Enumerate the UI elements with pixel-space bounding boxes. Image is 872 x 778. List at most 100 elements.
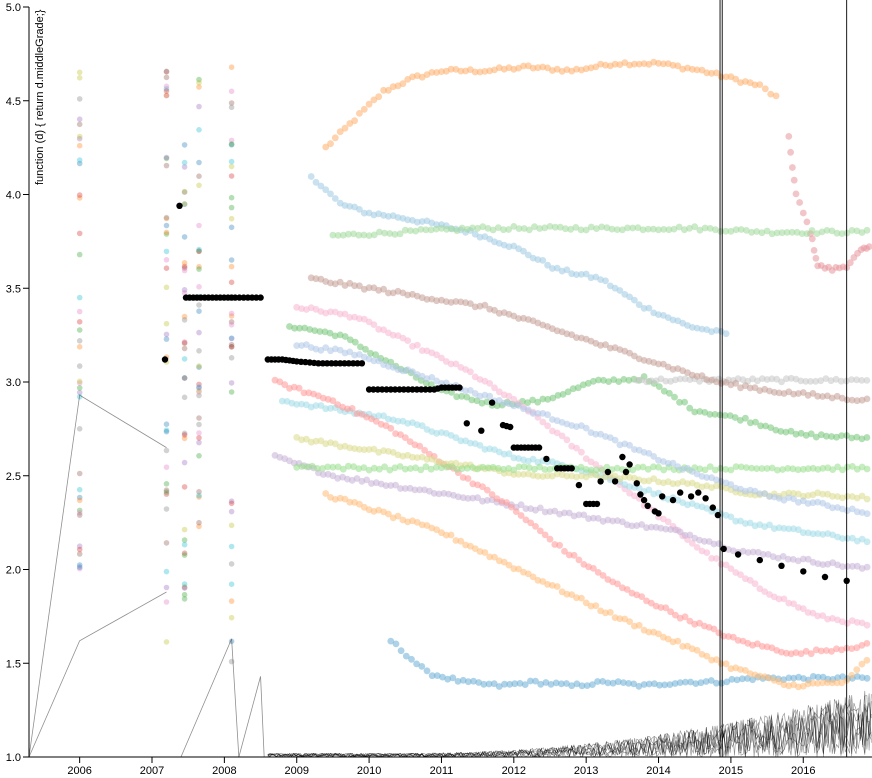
series-point-red-decline — [281, 381, 289, 389]
series-point-blue-low — [392, 640, 400, 648]
series-point-blue-mid — [529, 410, 537, 417]
series-point-blue-low — [449, 674, 457, 682]
series-point-green-flat — [339, 231, 347, 239]
series-point-blue-low — [444, 675, 452, 683]
series-point-purple — [749, 548, 757, 556]
series-point-green-flat-low — [376, 465, 383, 473]
series-point-purple — [849, 562, 856, 570]
series-point-green-flat — [484, 225, 492, 232]
series-point-green-flat-low — [350, 463, 357, 471]
highlighted-point — [575, 481, 583, 489]
series-point-brown — [365, 284, 373, 292]
series-point-green-flat-low — [355, 465, 363, 473]
series-point-green-flat — [350, 230, 357, 238]
series-point-green-flat-low — [577, 463, 585, 471]
series-point-green-flat — [469, 224, 476, 232]
early-cluster-point — [196, 363, 202, 369]
series-point-red-decline — [686, 617, 694, 625]
series-point-blue-low — [387, 637, 395, 645]
early-cluster-point — [181, 340, 188, 347]
series-point-teal — [312, 402, 320, 409]
series-point-orange-low — [848, 671, 856, 679]
series-point-pink-decline — [799, 605, 807, 613]
series-point-red-decline — [421, 446, 428, 454]
early-cluster-point — [228, 319, 235, 325]
series-point-orange — [447, 65, 455, 73]
early-cluster-point — [196, 439, 202, 446]
series-point-blue-low — [480, 680, 488, 688]
series-point-green-flat — [608, 225, 616, 233]
series-point-green-flat-low — [314, 465, 321, 472]
early-cluster-point — [163, 86, 170, 92]
series-point-green-flat — [515, 225, 523, 233]
y-tick-label: 2.5 — [6, 471, 21, 483]
early-cluster-point — [196, 222, 202, 229]
highlighted-point — [756, 556, 763, 564]
frequency-trace-line — [267, 693, 872, 758]
series-point-teal — [529, 455, 537, 463]
series-point-pink-decline — [843, 619, 851, 627]
y-tick-label: 4.0 — [6, 190, 21, 202]
highlighted-point — [391, 386, 399, 393]
series-point-red-decline — [295, 384, 303, 392]
series-point-blue-mid — [611, 436, 619, 444]
early-cluster-point — [228, 658, 235, 665]
early-cluster-point — [163, 222, 170, 229]
highlighted-point — [593, 500, 601, 508]
series-point-brown — [336, 278, 344, 286]
series-point-blue-low — [470, 677, 477, 685]
series-point-blue-low — [609, 679, 617, 687]
series-point-olive — [640, 477, 648, 485]
series-point-green-flat-low — [417, 466, 425, 474]
series-point-blue-low — [676, 679, 684, 686]
series-point-green-mid — [742, 414, 749, 422]
series-point-green-mid — [681, 398, 688, 406]
early-cluster-point — [163, 506, 170, 512]
series-point-pink-decline — [491, 384, 498, 392]
series-point-blue-low — [738, 675, 746, 683]
series-point-brown — [698, 372, 706, 380]
highlighted-point — [633, 480, 640, 487]
series-point-blue-mid — [848, 505, 856, 513]
highlighted-point — [176, 202, 183, 209]
early-cluster-point — [228, 257, 235, 263]
series-point-green-mid — [747, 419, 754, 427]
series-point-green-flat — [360, 231, 368, 239]
series-point-green-mid — [655, 383, 663, 390]
series-point-purple — [522, 505, 530, 512]
series-point-pink-decline — [510, 395, 518, 403]
series-point-brown — [853, 397, 861, 405]
series-point-orange-low — [713, 656, 720, 663]
series-point-blue-low — [651, 680, 658, 688]
series-point-orange-low — [394, 512, 402, 520]
highlighted-point — [597, 478, 604, 485]
series-point-red-decline — [276, 378, 284, 386]
series-point-green-mid — [620, 376, 628, 383]
early-cluster-point — [163, 491, 170, 497]
early-cluster-point — [196, 421, 202, 428]
early-cluster-point — [163, 481, 170, 487]
series-point-pink-decline — [780, 595, 788, 603]
series-point-green-mid — [752, 418, 759, 426]
series-point-orange-low — [481, 549, 489, 556]
series-point-orange — [732, 75, 740, 83]
series-point-green-flat — [634, 224, 642, 232]
series-point-green-flat — [773, 229, 781, 237]
series-point-pink-decline — [413, 341, 421, 349]
series-point-pink-decline — [751, 580, 759, 588]
early-cluster-point — [181, 585, 188, 591]
series-point-grey-flat — [633, 376, 641, 384]
series-point-pink-decline — [486, 380, 494, 387]
series-point-green-mid — [711, 411, 719, 418]
series-point-red-drop — [803, 218, 811, 226]
x-tick-label: 2010 — [357, 765, 381, 777]
series-point-green-flat-low — [386, 466, 394, 474]
series-point-green-flat — [572, 224, 580, 231]
series-point-purple — [839, 563, 846, 570]
series-point-green-flat-low — [293, 463, 301, 471]
early-cluster-point — [228, 100, 235, 106]
early-cluster-point — [181, 287, 188, 293]
series-point-green-flat-low — [489, 463, 497, 471]
series-point-green-flat — [675, 223, 683, 231]
highlighted-point — [604, 468, 612, 476]
